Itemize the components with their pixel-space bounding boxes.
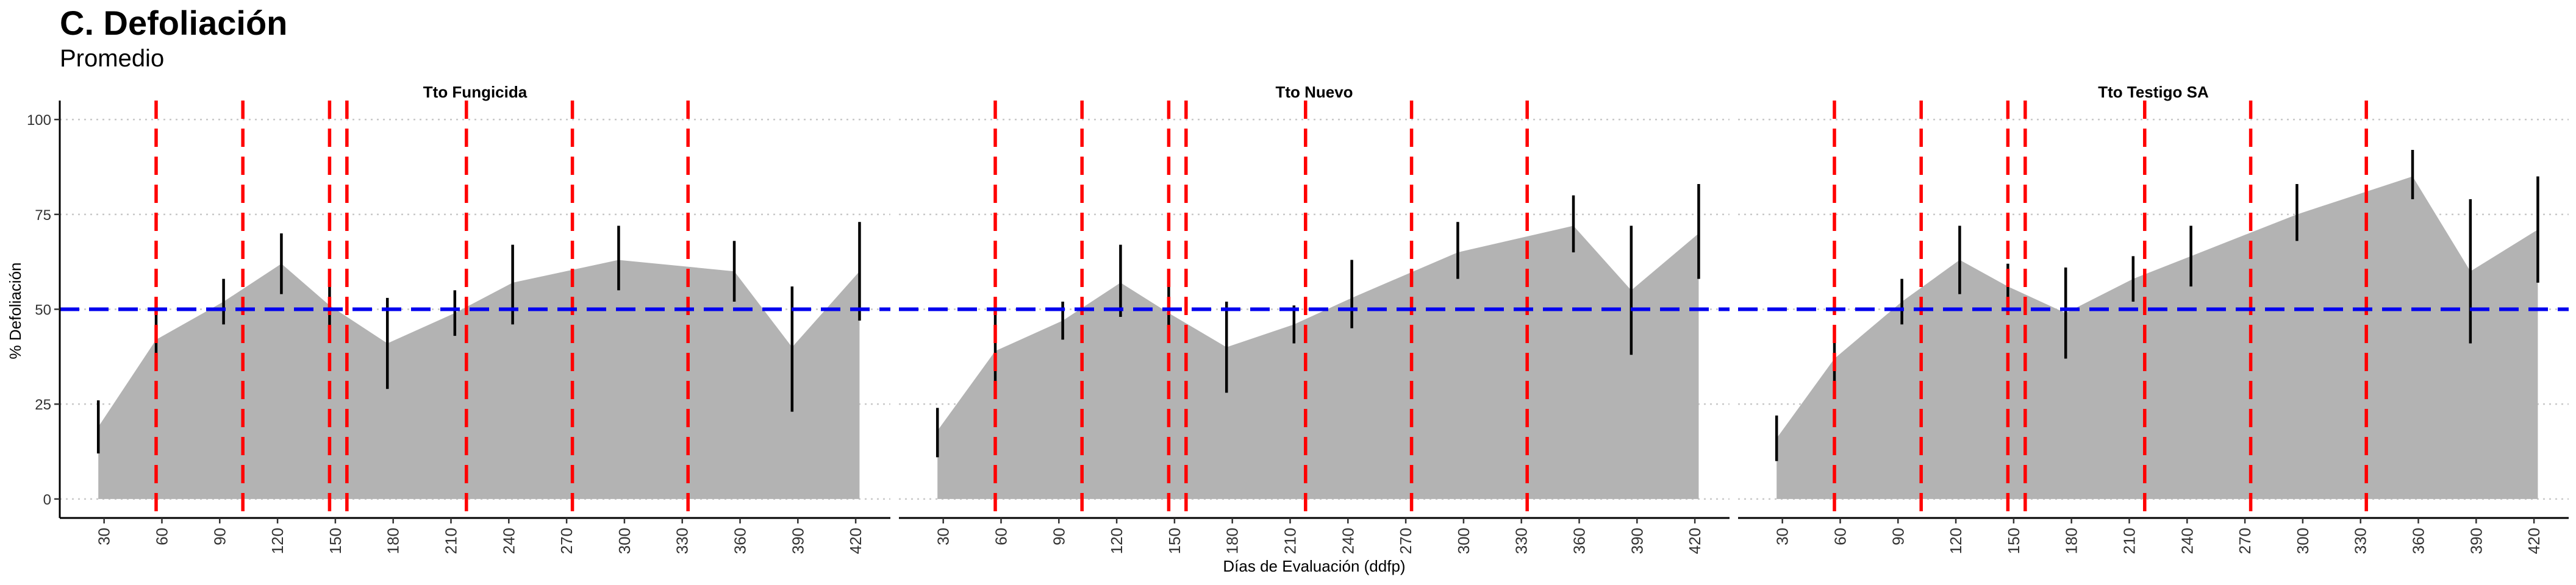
x-tick-label: 270 xyxy=(2236,528,2254,554)
y-tick-label: 25 xyxy=(35,397,51,413)
x-axis-title: Días de Evaluación (ddfp) xyxy=(1223,557,1405,575)
panel-1: Tto Fungicida 30 60 90 120 150 180 210 240 270 300… xyxy=(27,83,890,554)
y-tick-label: 0 xyxy=(43,492,51,508)
x-tick-label: 300 xyxy=(615,528,634,554)
x-tick-label: 30 xyxy=(1773,528,1792,545)
x-tick-label: 300 xyxy=(2294,528,2312,554)
defoliation-area xyxy=(937,225,1699,499)
x-tick-label: 270 xyxy=(557,528,576,554)
x-tick-label: 240 xyxy=(2178,528,2196,554)
x-tick-label: 360 xyxy=(731,528,750,554)
x-tick-label: 240 xyxy=(499,528,518,554)
chart-title: C. Defoliación xyxy=(60,4,288,42)
x-tick-label: 240 xyxy=(1339,528,1357,554)
x-tick-label: 150 xyxy=(326,528,345,554)
x-tick-label: 90 xyxy=(210,528,229,545)
panel-3: Tto Testigo SA 30 60 90 120 150 180 210 240 270 30… xyxy=(1738,83,2569,554)
x-tick-label: 360 xyxy=(1570,528,1589,554)
y-tick-label: 75 xyxy=(35,207,51,224)
y-axis-title: % Defoliación xyxy=(6,263,24,360)
x-tick-label: 120 xyxy=(268,528,287,554)
x-tick-label: 60 xyxy=(152,528,171,545)
x-tick-label: 180 xyxy=(2063,528,2081,554)
x-tick-label: 210 xyxy=(2120,528,2138,554)
x-tick-label: 330 xyxy=(1512,528,1531,554)
y-tick-label: 100 xyxy=(27,112,51,129)
x-tick-label: 420 xyxy=(2525,528,2543,554)
x-tick-label: 150 xyxy=(2005,528,2023,554)
x-tick-label: 180 xyxy=(1223,528,1242,554)
chart-subtitle: Promedio xyxy=(60,45,165,72)
x-tick-label: 390 xyxy=(789,528,807,554)
x-tick-label: 390 xyxy=(1628,528,1646,554)
x-tick-label: 210 xyxy=(442,528,460,554)
defoliation-area xyxy=(1776,176,2538,499)
x-tick-label: 300 xyxy=(1454,528,1473,554)
x-tick-label: 210 xyxy=(1281,528,1299,554)
x-tick-label: 30 xyxy=(95,528,113,545)
x-tick-label: 180 xyxy=(384,528,402,554)
y-tick-label: 50 xyxy=(35,302,51,319)
x-tick-label: 120 xyxy=(1107,528,1126,554)
x-tick-label: 330 xyxy=(2352,528,2370,554)
panel-title: Tto Nuevo xyxy=(1275,83,1353,101)
x-tick-label: 150 xyxy=(1165,528,1184,554)
x-tick-label: 60 xyxy=(992,528,1010,545)
x-tick-label: 90 xyxy=(1889,528,1907,545)
x-tick-label: 330 xyxy=(673,528,692,554)
x-tick-label: 390 xyxy=(2467,528,2485,554)
x-tick-label: 270 xyxy=(1397,528,1415,554)
x-tick-label: 420 xyxy=(846,528,865,554)
x-tick-label: 360 xyxy=(2410,528,2428,554)
panel-title: Tto Fungicida xyxy=(423,83,528,101)
panel-title: Tto Testigo SA xyxy=(2098,83,2209,101)
x-tick-label: 30 xyxy=(934,528,953,545)
x-tick-label: 120 xyxy=(1947,528,1965,554)
defoliation-area xyxy=(98,260,860,499)
x-tick-label: 60 xyxy=(1831,528,1849,545)
x-tick-label: 420 xyxy=(1686,528,1704,554)
panel-2: Tto Nuevo 30 60 90 120 150 180 210 240 270 300 330 3… xyxy=(899,83,1730,554)
x-tick-label: 90 xyxy=(1050,528,1068,545)
